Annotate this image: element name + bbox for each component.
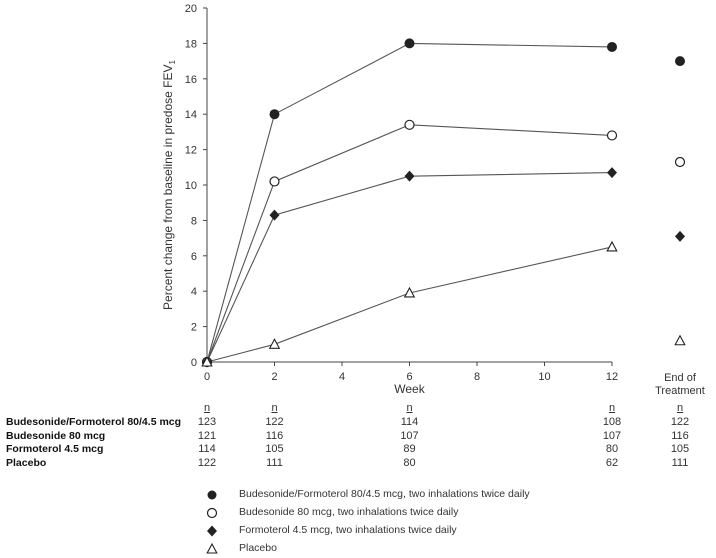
n-cell: 122 — [265, 416, 284, 428]
legend-marker — [207, 525, 217, 537]
data-point — [606, 130, 618, 141]
x-tick-label: 2 — [271, 371, 277, 383]
y-tick-label: 2 — [191, 322, 197, 334]
x-tick-label: 6 — [406, 371, 412, 383]
end-of-treatment-point — [675, 56, 685, 67]
n-row-label: Formoterol 4.5 mcg — [6, 443, 104, 455]
n-header: n — [676, 402, 684, 414]
n-row-label: Budesonide 80 mcg — [6, 429, 106, 442]
n-row-label: Placebo — [6, 456, 47, 469]
legend-label: Formoterol 4.5 mcg, two inhalations twic… — [239, 524, 457, 536]
x-axis-label: Week — [394, 382, 425, 396]
n-cell: 89 — [403, 443, 416, 455]
series-line-3 — [206, 246, 613, 363]
n-cell: 107 — [602, 429, 622, 442]
end-of-treatment-point — [675, 230, 685, 242]
n-cell: 111 — [266, 456, 283, 469]
data-point — [404, 119, 415, 130]
y-tick-label: 20 — [185, 3, 197, 15]
legend-marker — [206, 542, 218, 554]
n-cell: 80 — [605, 443, 619, 455]
n-header: n — [406, 402, 413, 414]
y-tick-label: 6 — [191, 251, 197, 263]
line-chart: 0 2 4 6 8 10 12 14 16 18 20 0 2 4 6 8 10 12 Week Percent ch… — [161, 3, 705, 397]
n-cell: 108 — [602, 416, 622, 428]
n-cell: 105 — [670, 443, 690, 455]
series-line-1 — [206, 124, 613, 363]
y-tick-label: 10 — [185, 180, 197, 192]
n-header: n — [203, 402, 211, 414]
data-point — [269, 209, 280, 221]
n-cell: 122 — [670, 416, 690, 428]
n-row-label: Budesonide/Formoterol 80/4.5 mcg — [6, 416, 182, 428]
data-point — [607, 167, 617, 179]
n-header: n — [271, 402, 278, 414]
end-of-treatment-label: Treatment — [655, 385, 705, 397]
data-point — [269, 109, 280, 120]
legend-label: Budesonide/Formoterol 80/4.5 mcg, two in… — [239, 488, 530, 500]
series-line-0 — [206, 42, 613, 363]
n-cell: 105 — [265, 443, 284, 455]
n-cell: 116 — [265, 429, 284, 442]
n-cell: 123 — [197, 416, 217, 428]
n-cell: 116 — [671, 429, 689, 442]
data-point — [606, 240, 618, 252]
n-cell: 111 — [671, 456, 689, 469]
x-tick-label: 4 — [339, 371, 345, 383]
data-point — [607, 41, 617, 52]
legend-label: Budesonide 80 mcg, two inhalations twice… — [239, 506, 459, 518]
y-tick-label: 0 — [191, 357, 197, 369]
data-point — [404, 170, 415, 182]
y-axis-label: Percent change from baseline in predose … — [161, 59, 177, 309]
x-tick-label: 8 — [474, 371, 480, 383]
data-point — [201, 355, 213, 367]
y-tick-label: 4 — [191, 286, 197, 298]
n-cell: 107 — [400, 429, 419, 442]
x-tick-label: 10 — [538, 371, 550, 383]
n-cell: 62 — [605, 456, 619, 469]
y-tick-label: 12 — [185, 145, 197, 157]
series-line-2 — [206, 172, 613, 363]
n-cell: 80 — [403, 456, 416, 469]
data-point — [403, 286, 416, 298]
y-tick-label: 16 — [185, 74, 197, 86]
n-header: n — [608, 402, 616, 414]
y-tick-label: 18 — [185, 38, 197, 50]
data-point — [404, 38, 415, 49]
n-cell: 114 — [198, 443, 216, 455]
data-point — [269, 176, 280, 187]
y-tick-label: 8 — [191, 215, 197, 227]
data-point — [268, 338, 281, 349]
end-of-treatment-point — [674, 156, 686, 168]
n-cell: 122 — [197, 456, 217, 469]
end-of-treatment-label: End of — [664, 372, 697, 384]
legend-marker — [207, 490, 217, 500]
legend-marker — [206, 507, 218, 519]
end-of-treatment-point — [674, 334, 686, 346]
n-cell: 114 — [400, 416, 419, 428]
y-tick-label: 14 — [185, 109, 197, 121]
x-tick-label: 12 — [606, 371, 618, 383]
n-cell: 121 — [197, 429, 217, 442]
legend-label: Placebo — [239, 542, 277, 554]
x-tick-label: 0 — [204, 371, 210, 383]
